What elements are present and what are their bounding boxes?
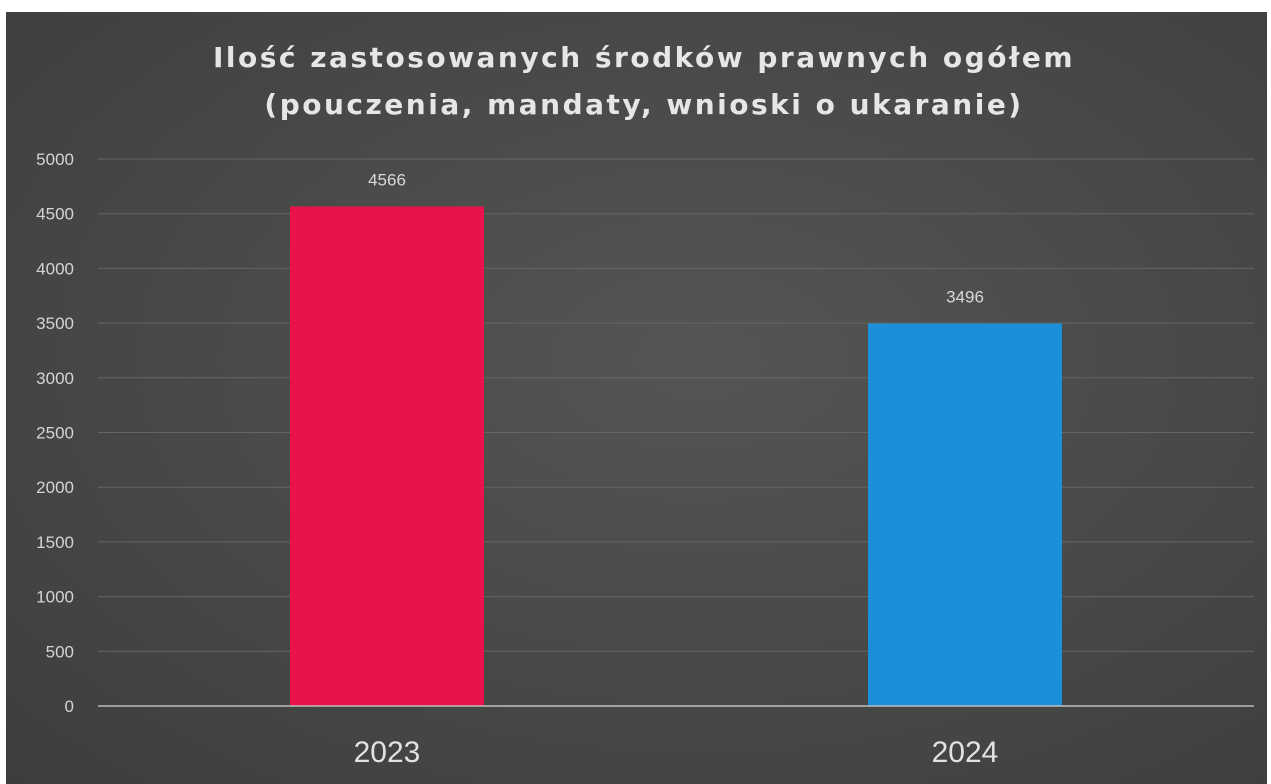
x-category-label: 2023 — [354, 736, 421, 769]
y-tick-label: 3500 — [36, 314, 74, 333]
bar-2023 — [290, 206, 484, 706]
bars — [290, 206, 1062, 706]
y-tick-label: 3000 — [36, 369, 74, 388]
y-tick-label: 1000 — [36, 588, 74, 607]
data-label-2024: 3496 — [946, 288, 984, 307]
y-tick-label: 500 — [46, 642, 74, 661]
y-tick-label: 5000 — [36, 150, 74, 169]
y-tick-label: 0 — [65, 697, 74, 716]
y-tick-label: 2500 — [36, 424, 74, 443]
chart-title-line-1: Ilość zastosowanych środków prawnych ogó… — [213, 41, 1075, 74]
data-labels: 4566 3496 — [368, 170, 984, 306]
x-axis-category-labels: 2023 2024 — [354, 736, 999, 769]
y-tick-label: 4500 — [36, 205, 74, 224]
chart-container: Ilość zastosowanych środków prawnych ogó… — [6, 12, 1267, 784]
bar-2024 — [868, 323, 1062, 706]
bar-chart: Ilość zastosowanych środków prawnych ogó… — [36, 41, 1254, 769]
chart-title-line-2: (pouczenia, mandaty, wnioski o ukaranie) — [264, 88, 1023, 121]
chart-title: Ilość zastosowanych środków prawnych ogó… — [213, 41, 1075, 121]
data-label-2023: 4566 — [368, 170, 406, 189]
x-category-label: 2024 — [932, 736, 999, 769]
y-tick-label: 2000 — [36, 478, 74, 497]
y-axis-tick-labels: 0 500 1000 1500 2000 2500 3000 3500 4000 4500 5000 — [36, 150, 74, 716]
y-tick-label: 4000 — [36, 259, 74, 278]
gridlines — [98, 158, 1254, 652]
y-tick-label: 1500 — [36, 533, 74, 552]
